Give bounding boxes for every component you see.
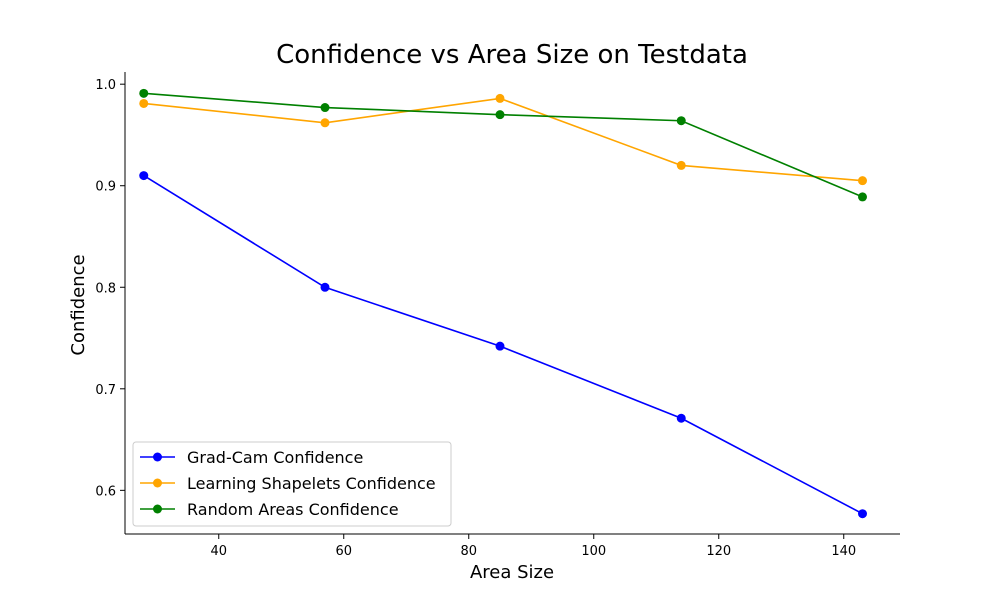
x-tick-label: 80: [460, 544, 477, 559]
legend-label: Random Areas Confidence: [187, 500, 399, 519]
x-tick-label: 60: [335, 544, 352, 559]
legend-swatch-marker: [153, 478, 162, 488]
x-axis-ticks: 40 60 80 100 120 140: [210, 534, 856, 559]
y-tick-label: 0.7: [95, 383, 116, 398]
data-point: [676, 160, 686, 170]
y-axis-ticks: 0.6 0.7 0.8 0.9 1.0: [95, 78, 125, 499]
data-point: [139, 98, 149, 108]
y-tick-label: 0.6: [95, 484, 116, 499]
data-point: [495, 93, 505, 103]
legend-label: Learning Shapelets Confidence: [187, 474, 436, 493]
x-tick-label: 140: [831, 544, 856, 559]
data-point: [495, 341, 505, 351]
legend-swatch-marker: [153, 504, 162, 514]
data-point: [139, 171, 149, 181]
data-point: [676, 413, 686, 423]
legend: Grad-Cam Confidence Learning Shapelets Co…: [132, 441, 452, 527]
legend-label: Grad-Cam Confidence: [187, 448, 363, 467]
data-point: [320, 103, 330, 113]
data-point: [320, 118, 330, 128]
data-point: [676, 116, 686, 126]
data-point: [139, 88, 149, 98]
data-point: [858, 192, 867, 202]
data-point: [320, 282, 330, 292]
legend-swatch-marker: [153, 452, 162, 462]
legend-box: [132, 441, 452, 527]
x-axis-label: Area Size: [470, 562, 554, 583]
x-tick-label: 40: [210, 544, 227, 559]
data-point: [495, 110, 505, 120]
x-tick-label: 100: [581, 544, 606, 559]
series-line-2: [143, 97, 863, 182]
plot-area: [139, 88, 867, 519]
series-line-3: [143, 92, 863, 198]
y-tick-label: 0.9: [95, 180, 116, 195]
data-point: [858, 509, 867, 519]
data-point: [858, 176, 867, 186]
y-axis-label: Confidence: [68, 254, 89, 355]
x-tick-label: 120: [706, 544, 731, 559]
y-tick-label: 0.8: [95, 281, 116, 296]
chart-title: Confidence vs Area Size on Testdata: [276, 40, 748, 70]
y-tick-label: 1.0: [95, 78, 116, 93]
